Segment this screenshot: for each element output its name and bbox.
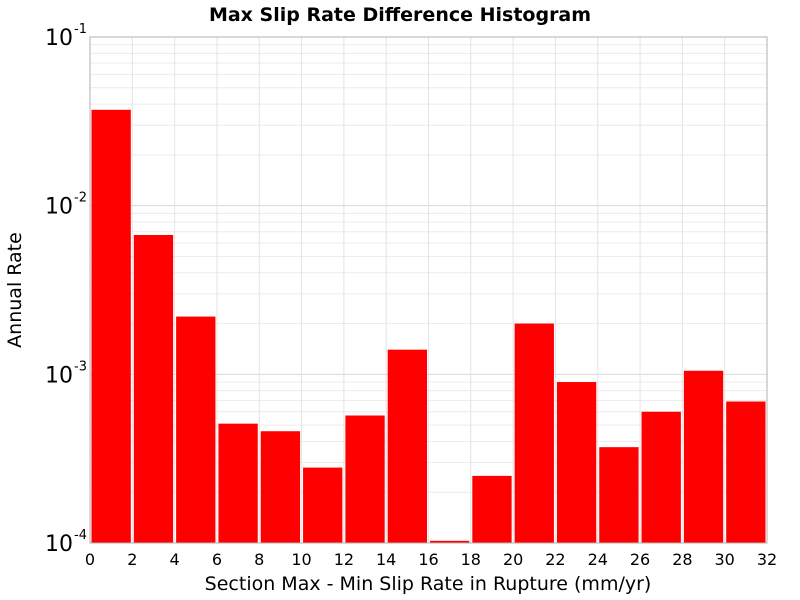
x-tick-label: 0	[85, 550, 95, 569]
bar-bin-15	[726, 401, 766, 543]
y-tick-label: 10	[45, 26, 73, 51]
bar-bin-14	[683, 370, 724, 543]
x-tick-label: 30	[715, 550, 735, 569]
x-tick-label: 20	[503, 550, 523, 569]
bar-bin-5	[303, 467, 343, 543]
bar-bin-12	[599, 447, 639, 543]
bar-bin-6	[345, 415, 385, 543]
bar-bin-2	[176, 316, 216, 543]
x-tick-label: 26	[630, 550, 650, 569]
x-axis-label: Section Max - Min Slip Rate in Rupture (…	[205, 573, 652, 595]
plot-border	[89, 36, 768, 544]
y-tick-label: 10	[45, 363, 73, 388]
y-tick-exponent: -3	[74, 359, 87, 374]
bar-bin-7	[387, 349, 427, 543]
x-tick-label: 8	[254, 550, 264, 569]
bar-bin-11	[556, 382, 597, 543]
x-tick-label: 28	[672, 550, 692, 569]
y-tick-exponent: -2	[74, 191, 87, 206]
chart-title: Max Slip Rate Difference Histogram	[209, 4, 591, 26]
bar-bin-8	[430, 540, 470, 543]
x-axis-ticks: 0 2 4 6 8 10 12 14 16 18 20 22 24 26 28 30 32	[85, 550, 777, 569]
y-axis-ticks: 10-410-310-210-1	[45, 22, 87, 557]
x-tick-label: 24	[588, 550, 608, 569]
bar-bin-3	[218, 423, 258, 543]
x-tick-label: 18	[461, 550, 481, 569]
bar-bin-4	[260, 431, 301, 543]
x-tick-label: 32	[757, 550, 777, 569]
x-tick-label: 6	[212, 550, 222, 569]
y-tick-exponent: -1	[74, 22, 87, 37]
bar-bin-10	[514, 323, 554, 543]
x-tick-label: 16	[418, 550, 438, 569]
x-tick-label: 2	[127, 550, 137, 569]
x-tick-label: 4	[170, 550, 180, 569]
x-tick-label: 10	[291, 550, 311, 569]
bar-bin-13	[641, 411, 681, 543]
y-tick-label: 10	[45, 532, 73, 557]
x-tick-label: 22	[545, 550, 565, 569]
y-axis-label: Annual Rate	[4, 232, 26, 348]
y-tick-label: 10	[45, 195, 73, 220]
x-tick-label: 12	[334, 550, 354, 569]
bar-bin-1	[133, 235, 174, 543]
x-tick-label: 14	[376, 550, 396, 569]
bar-bin-0	[91, 109, 131, 543]
bars-group	[91, 109, 766, 543]
y-tick-exponent: -4	[74, 528, 87, 543]
bar-bin-9	[472, 475, 512, 543]
